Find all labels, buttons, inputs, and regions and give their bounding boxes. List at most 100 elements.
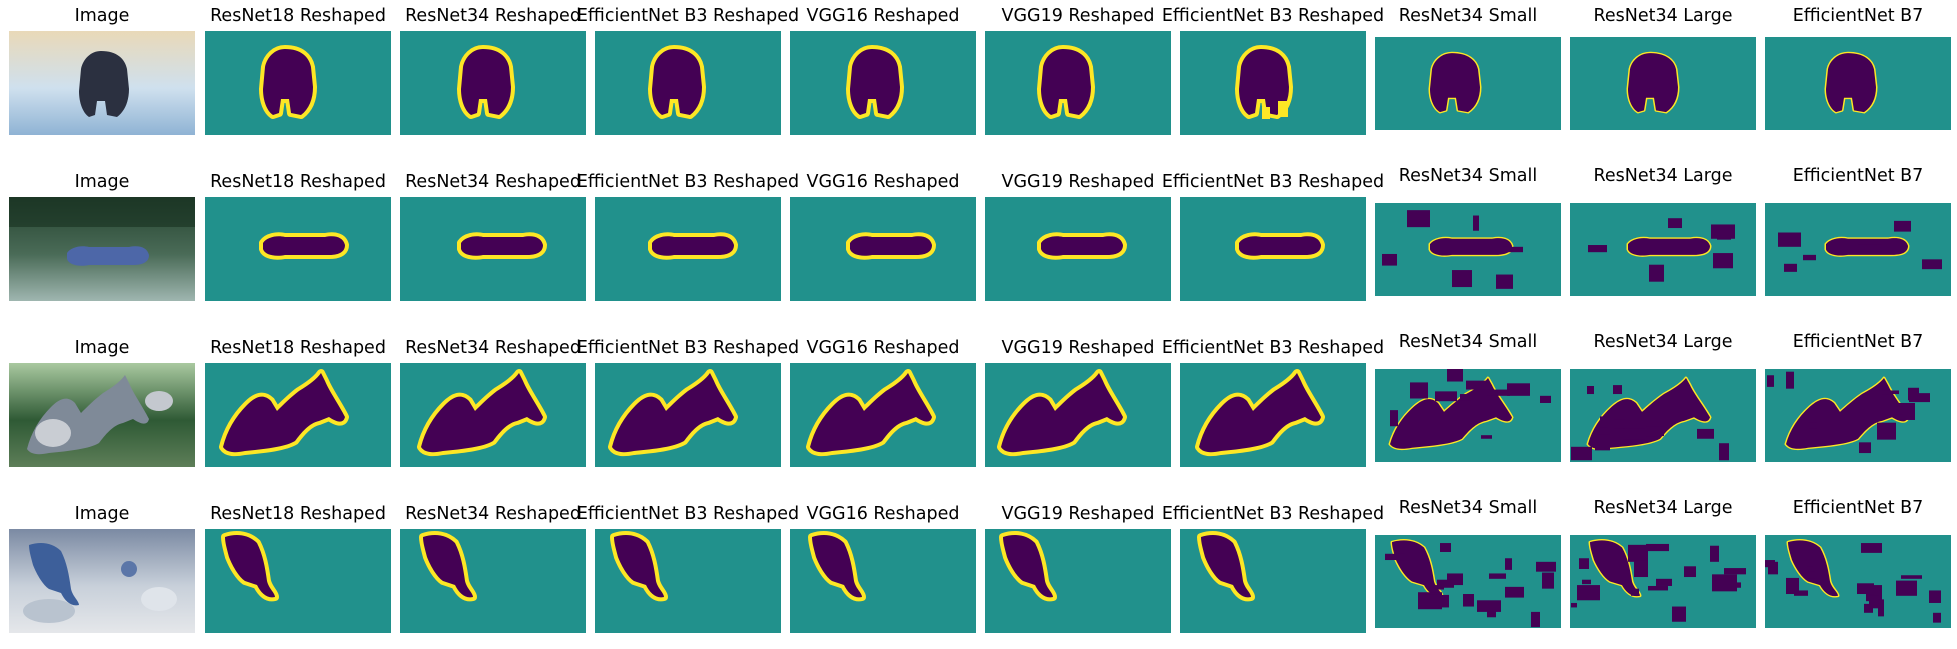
mask-image: [1375, 369, 1561, 462]
panel-title: VGG16 Reshaped: [806, 504, 960, 524]
segmentation-mask-panel: EfficientNet B3 Reshaped: [1162, 166, 1384, 301]
panel-title: ResNet34 Large: [1593, 498, 1733, 518]
input-photo: [9, 31, 195, 135]
panel-title: ResNet34 Small: [1398, 6, 1538, 26]
segmentation-mask-panel: ResNet18 Reshaped: [205, 166, 391, 301]
segmentation-mask-panel: VGG19 Reshaped: [985, 0, 1171, 135]
mask-image: [1375, 203, 1561, 296]
mask-image: [790, 197, 976, 301]
mask-image: [205, 363, 391, 467]
panel-title: ResNet18 Reshaped: [210, 6, 386, 26]
segmentation-mask-panel: VGG16 Reshaped: [790, 166, 976, 301]
panel-title: ResNet34 Reshaped: [405, 172, 581, 192]
segmentation-mask-panel: ResNet34 Large: [1570, 0, 1756, 130]
mask-image: [595, 31, 781, 135]
mask-image: [1765, 203, 1951, 296]
segmentation-mask-panel: ResNet34 Large: [1570, 498, 1756, 628]
panel-title: VGG16 Reshaped: [806, 172, 960, 192]
panel-title: EfficientNet B3 Reshaped: [1161, 6, 1385, 26]
mask-image: [985, 363, 1171, 467]
mask-image: [1375, 535, 1561, 628]
panel-title: EfficientNet B3 Reshaped: [576, 6, 800, 26]
segmentation-mask-panel: VGG16 Reshaped: [790, 0, 976, 135]
input-image-panel: Image: [9, 332, 195, 467]
panel-title: ResNet34 Large: [1593, 332, 1733, 352]
mask-image: [1570, 203, 1756, 296]
panel-title: VGG19 Reshaped: [1001, 504, 1155, 524]
mask-image: [1375, 37, 1561, 130]
input-photo: [9, 529, 195, 633]
panel-title: VGG16 Reshaped: [806, 6, 960, 26]
input-image-panel: Image: [9, 498, 195, 633]
mask-image: [1570, 535, 1756, 628]
input-photo: [9, 363, 195, 467]
panel-title: VGG19 Reshaped: [1001, 338, 1155, 358]
panel-title: ResNet18 Reshaped: [210, 504, 386, 524]
mask-image: [1570, 37, 1756, 130]
segmentation-mask-panel: ResNet18 Reshaped: [205, 498, 391, 633]
segmentation-mask-panel: ResNet18 Reshaped: [205, 332, 391, 467]
panel-title: EfficientNet B7: [1792, 166, 1924, 186]
segmentation-mask-panel: ResNet34 Small: [1375, 166, 1561, 296]
mask-image: [400, 363, 586, 467]
panel-title: ResNet34 Reshaped: [405, 6, 581, 26]
panel-title: EfficientNet B3 Reshaped: [576, 338, 800, 358]
mask-image: [790, 31, 976, 135]
segmentation-mask-panel: EfficientNet B3 Reshaped: [577, 0, 799, 135]
segmentation-mask-panel: ResNet34 Reshaped: [400, 498, 586, 633]
mask-image: [595, 529, 781, 633]
segmentation-mask-panel: ResNet34 Reshaped: [400, 166, 586, 301]
mask-image: [790, 529, 976, 633]
mask-image: [1570, 369, 1756, 462]
panel-title: Image: [74, 338, 130, 358]
mask-image: [985, 31, 1171, 135]
segmentation-mask-panel: ResNet34 Large: [1570, 166, 1756, 296]
mask-image: [985, 197, 1171, 301]
panel-title: EfficientNet B3 Reshaped: [1161, 338, 1385, 358]
panel-title: ResNet34 Reshaped: [405, 338, 581, 358]
panel-title: EfficientNet B7: [1792, 498, 1924, 518]
mask-image: [1765, 535, 1951, 628]
segmentation-mask-panel: EfficientNet B7: [1765, 498, 1951, 628]
mask-image: [400, 31, 586, 135]
segmentation-mask-panel: VGG19 Reshaped: [985, 332, 1171, 467]
panel-title: ResNet34 Small: [1398, 498, 1538, 518]
mask-image: [985, 529, 1171, 633]
panel-title: VGG19 Reshaped: [1001, 172, 1155, 192]
segmentation-mask-panel: EfficientNet B3 Reshaped: [577, 166, 799, 301]
panel-title: EfficientNet B3 Reshaped: [576, 172, 800, 192]
mask-image: [1180, 529, 1366, 633]
input-photo: [9, 197, 195, 301]
mask-image: [205, 197, 391, 301]
mask-image: [595, 363, 781, 467]
input-image-panel: Image: [9, 0, 195, 135]
segmentation-mask-panel: ResNet34 Reshaped: [400, 332, 586, 467]
mask-image: [1765, 369, 1951, 462]
segmentation-mask-panel: VGG19 Reshaped: [985, 166, 1171, 301]
input-image-panel: Image: [9, 166, 195, 301]
panel-title: EfficientNet B3 Reshaped: [1161, 172, 1385, 192]
panel-title: Image: [74, 504, 130, 524]
panel-title: VGG19 Reshaped: [1001, 6, 1155, 26]
panel-title: ResNet34 Reshaped: [405, 504, 581, 524]
panel-title: EfficientNet B7: [1792, 332, 1924, 352]
segmentation-mask-panel: ResNet18 Reshaped: [205, 0, 391, 135]
mask-image: [205, 31, 391, 135]
panel-title: ResNet18 Reshaped: [210, 338, 386, 358]
panel-title: EfficientNet B7: [1792, 6, 1924, 26]
segmentation-mask-panel: ResNet34 Small: [1375, 0, 1561, 130]
segmentation-mask-panel: ResNet34 Small: [1375, 332, 1561, 462]
panel-title: VGG16 Reshaped: [806, 338, 960, 358]
panel-title: EfficientNet B3 Reshaped: [576, 504, 800, 524]
segmentation-mask-panel: EfficientNet B7: [1765, 0, 1951, 130]
segmentation-mask-panel: VGG16 Reshaped: [790, 332, 976, 467]
segmentation-mask-panel: EfficientNet B3 Reshaped: [577, 332, 799, 467]
mask-image: [790, 363, 976, 467]
segmentation-mask-panel: ResNet34 Large: [1570, 332, 1756, 462]
panel-title: EfficientNet B3 Reshaped: [1161, 504, 1385, 524]
segmentation-mask-panel: EfficientNet B3 Reshaped: [1162, 498, 1384, 633]
mask-image: [1180, 31, 1366, 135]
segmentation-mask-panel: EfficientNet B7: [1765, 332, 1951, 462]
panel-title: ResNet34 Large: [1593, 6, 1733, 26]
